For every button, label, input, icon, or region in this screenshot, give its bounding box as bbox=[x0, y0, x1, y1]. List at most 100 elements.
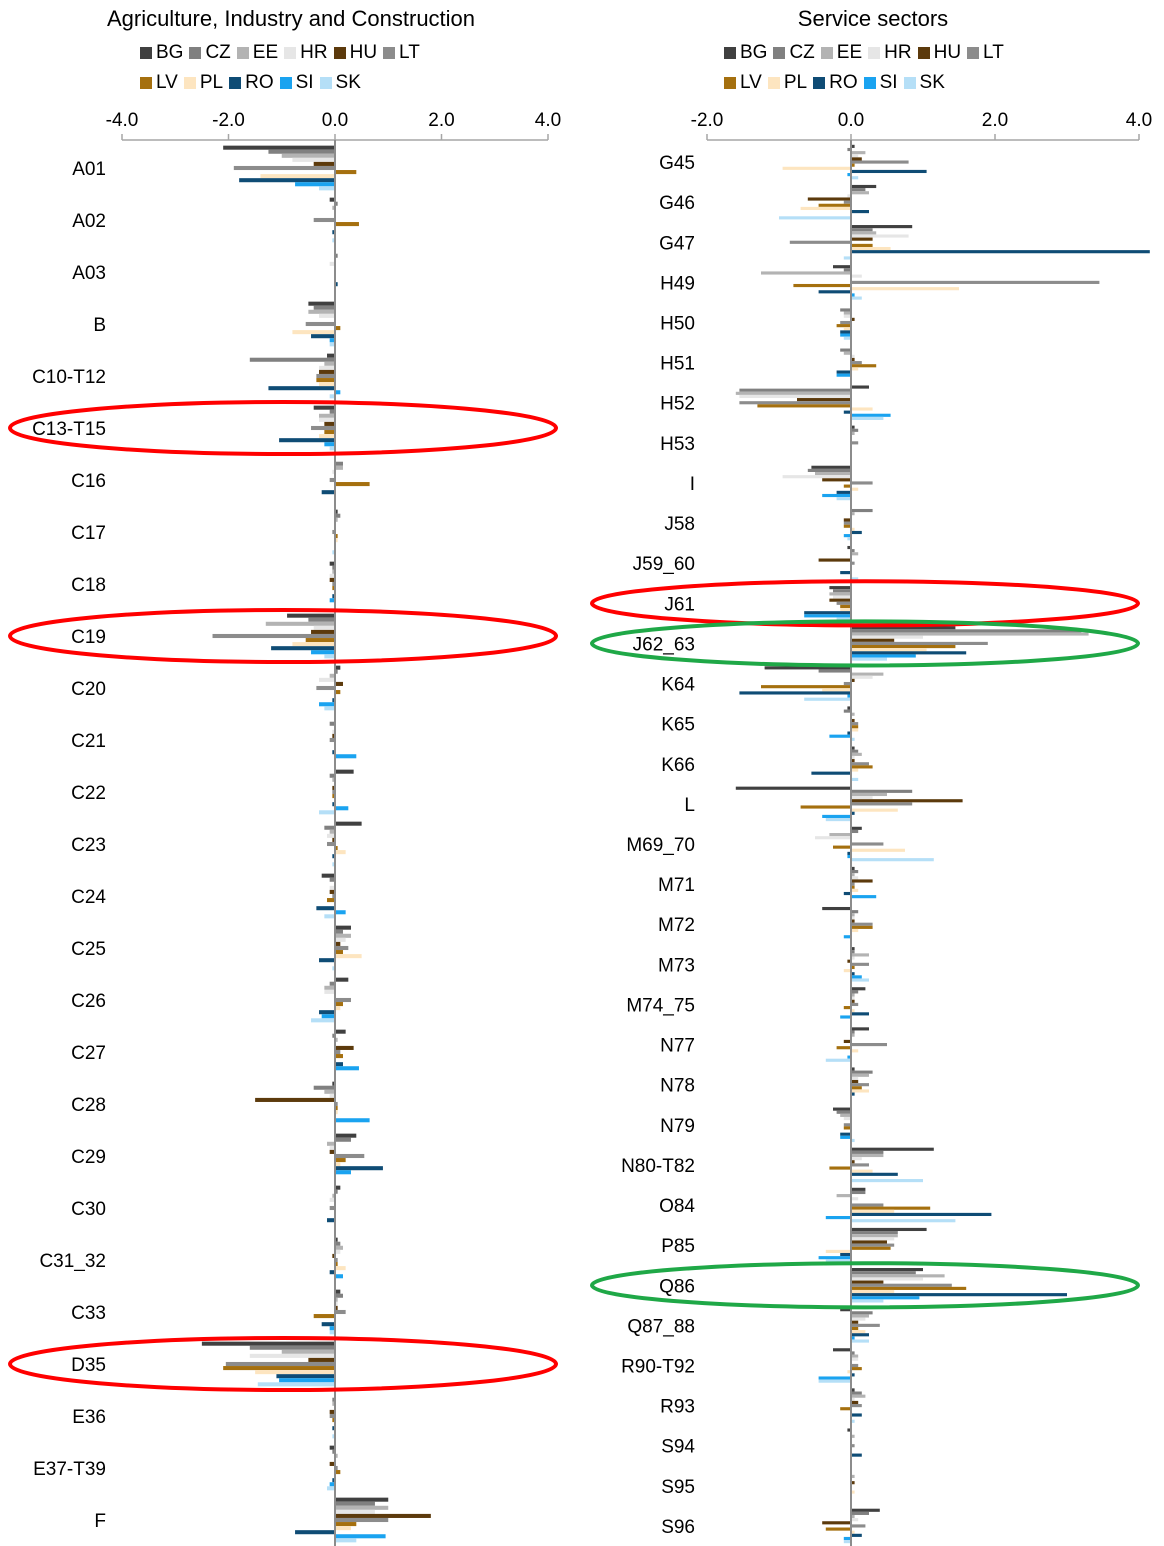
bar-d35-pl bbox=[255, 1370, 335, 1375]
bar-g46-hu bbox=[807, 197, 851, 201]
bar-b-lv bbox=[335, 326, 341, 331]
bar-f-cz bbox=[335, 1501, 375, 1506]
bar-c28-cz bbox=[313, 1085, 335, 1090]
bar-a01-hr bbox=[292, 157, 335, 162]
bar-k65-lv bbox=[851, 725, 859, 729]
bar-c20-cz bbox=[335, 669, 338, 674]
bar-c31-32-hr bbox=[335, 1249, 341, 1254]
bar-s96-lv bbox=[825, 1527, 851, 1531]
bar-g46-sk bbox=[779, 216, 851, 220]
bar-m72-lv bbox=[851, 925, 873, 929]
bar-k66-hu bbox=[851, 759, 855, 763]
bar-c20-hr bbox=[319, 677, 335, 682]
bar-o84-si bbox=[825, 1216, 851, 1220]
bar-m69-70-pl bbox=[851, 848, 905, 852]
category-label: N78 bbox=[660, 1076, 695, 1097]
bar-a03-hr bbox=[329, 261, 335, 266]
bar-q86-lt bbox=[851, 1283, 952, 1287]
bar-l-bg bbox=[735, 786, 851, 790]
bar-m73-lv bbox=[851, 965, 855, 970]
bar-r90-t92-lt bbox=[851, 1363, 859, 1368]
bar-c10-t12-pl bbox=[319, 382, 335, 387]
bar-c27-lv bbox=[335, 1054, 343, 1059]
bar-c25-ro bbox=[319, 958, 335, 963]
bar-m73-cz bbox=[851, 950, 855, 954]
legend-item-lv: LV bbox=[724, 68, 762, 98]
legend-row: LV PL RO SI SK bbox=[140, 68, 426, 98]
bar-m69-70-ee bbox=[829, 833, 851, 837]
legend-label: RO bbox=[829, 72, 858, 93]
bar-p85-hu bbox=[851, 1240, 887, 1244]
bar-c29-pl bbox=[335, 1162, 341, 1167]
bar-h52-hr bbox=[739, 394, 851, 399]
bar-c30-bg bbox=[335, 1185, 341, 1190]
bar-b-lt bbox=[305, 321, 335, 327]
category-label: C27 bbox=[71, 1043, 106, 1064]
bar-m73-hu bbox=[847, 959, 851, 963]
bar-c28-pl bbox=[335, 1110, 338, 1115]
bar-g47-lv bbox=[851, 243, 873, 247]
bar-j61-hr bbox=[833, 595, 851, 599]
bar-m71-pl bbox=[851, 888, 859, 892]
legend-item-ro: RO bbox=[229, 68, 274, 98]
bar-m71-ee bbox=[851, 873, 855, 877]
legend-label: HR bbox=[884, 42, 912, 63]
bar-m73-pl bbox=[843, 969, 851, 973]
category-label: G45 bbox=[659, 153, 695, 174]
bar-n80-t82-cz bbox=[851, 1150, 884, 1154]
legend-item-lv: LV bbox=[140, 68, 178, 98]
bar-c30-hr bbox=[329, 1197, 335, 1202]
category-label: N80-T82 bbox=[621, 1156, 695, 1177]
bar-c28-ee bbox=[324, 1089, 335, 1094]
bar-m72-si bbox=[843, 935, 851, 939]
bar-j61-ro bbox=[804, 611, 851, 615]
bar-g47-pl bbox=[851, 246, 891, 251]
bar-c29-hu bbox=[329, 1149, 335, 1154]
bar-b-bg bbox=[308, 301, 335, 306]
bar-s96-bg bbox=[851, 1508, 880, 1512]
bar-r93-hu bbox=[851, 1400, 859, 1405]
bar-c19-hu bbox=[311, 629, 335, 634]
bar-m74-75-hu bbox=[851, 999, 855, 1003]
chart-title: Service sectors bbox=[797, 6, 949, 31]
bar-r93-hr bbox=[851, 1397, 855, 1401]
bar-k65-bg bbox=[847, 706, 851, 710]
bar-c24-sk bbox=[324, 914, 335, 919]
bar-c18-ro bbox=[332, 594, 335, 599]
legend-item-ee: EE bbox=[820, 38, 862, 68]
category-label: C17 bbox=[71, 523, 106, 544]
bar-c26-pl bbox=[335, 1006, 341, 1011]
category-label: E36 bbox=[72, 1407, 106, 1428]
bar-q86-cz bbox=[851, 1271, 916, 1275]
legend-item-hu: HU bbox=[917, 38, 961, 68]
bar-f-ee bbox=[335, 1505, 389, 1510]
bar-h53-lt bbox=[851, 441, 859, 445]
bar-c30-ro bbox=[327, 1218, 335, 1223]
bar-n77-ee bbox=[851, 1033, 855, 1037]
legend-swatch bbox=[813, 77, 826, 89]
bar-b-ro bbox=[311, 334, 335, 339]
bar-q87-88-bg bbox=[840, 1308, 851, 1312]
bar-c19-lv bbox=[305, 638, 335, 643]
bar-s96-lt bbox=[851, 1524, 866, 1528]
bar-c30-ee bbox=[332, 1193, 335, 1198]
bar-k66-sk bbox=[851, 777, 859, 782]
bar-c22-bg bbox=[335, 769, 354, 774]
bar-l-ee bbox=[851, 792, 887, 797]
legend-swatch bbox=[183, 77, 196, 89]
x-tick-label: 4.0 bbox=[1126, 110, 1152, 131]
legend-swatch bbox=[279, 77, 292, 89]
bar-e36-ee bbox=[332, 1401, 335, 1406]
bar-c27-ee bbox=[335, 1037, 338, 1042]
bar-k66-bg bbox=[851, 746, 855, 750]
category-label: C13-T15 bbox=[32, 419, 106, 440]
bar-o84-sk bbox=[851, 1219, 956, 1223]
legend-label: BG bbox=[156, 42, 184, 63]
bar-j62-63-lt bbox=[851, 641, 988, 645]
bar-n78-lv bbox=[851, 1086, 862, 1090]
bar-e36-cz bbox=[332, 1397, 335, 1402]
bar-a01-sk bbox=[319, 186, 335, 191]
bar-r93-bg bbox=[851, 1388, 855, 1392]
bar-s96-pl bbox=[851, 1530, 855, 1534]
bar-c27-bg bbox=[335, 1029, 346, 1034]
